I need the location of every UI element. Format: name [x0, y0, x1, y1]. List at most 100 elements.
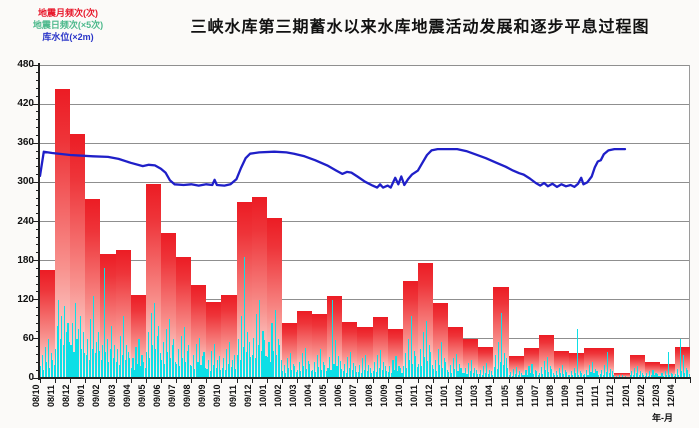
- daily-frequency-bar: [596, 370, 598, 378]
- x-axis-label: 10/09: [378, 384, 389, 407]
- x-axis: [38, 377, 691, 379]
- daily-frequency-bar: [91, 348, 93, 378]
- daily-frequency-bar: [369, 367, 371, 378]
- daily-frequency-bar: [552, 373, 554, 378]
- daily-frequency-bar: [303, 366, 305, 378]
- daily-frequency-bar: [471, 359, 473, 378]
- daily-frequency-bar: [182, 358, 184, 378]
- daily-frequency-bar: [507, 368, 509, 378]
- daily-frequency-bar: [607, 351, 609, 378]
- daily-frequency-bar: [251, 354, 253, 378]
- daily-frequency-bar: [274, 309, 276, 378]
- x-axis-label: 11/11: [590, 385, 601, 407]
- daily-frequency-bar: [464, 368, 467, 378]
- daily-frequency-bar: [224, 370, 226, 378]
- daily-frequency-bar: [279, 345, 281, 378]
- y-axis-tick: [33, 221, 39, 222]
- daily-frequency-bar: [68, 342, 71, 378]
- daily-frequency-bar: [327, 368, 329, 378]
- daily-frequency-bar: [229, 342, 231, 378]
- x-axis-tick: [191, 379, 193, 383]
- x-axis-tick: [523, 379, 525, 383]
- x-axis-label: 09/09: [197, 384, 208, 407]
- daily-frequency-bar: [551, 368, 553, 378]
- gridline: [40, 142, 690, 144]
- daily-frequency-bar: [650, 374, 652, 378]
- daily-frequency-bar: [496, 368, 498, 378]
- daily-frequency-bar: [599, 374, 601, 378]
- daily-frequency-bar: [549, 366, 551, 378]
- daily-frequency-bar: [90, 319, 92, 378]
- daily-frequency-bar: [575, 373, 577, 378]
- y-axis-tick: [36, 72, 39, 74]
- daily-frequency-bar: [121, 355, 123, 378]
- monthly-frequency-bar: [160, 233, 177, 378]
- daily-frequency-bar: [656, 374, 659, 378]
- daily-frequency-bar: [197, 361, 199, 378]
- monthly-frequency-bar: [40, 270, 56, 378]
- x-axis-label: 10/02: [272, 384, 283, 407]
- daily-frequency-bar: [268, 342, 270, 378]
- daily-frequency-bar: [230, 366, 232, 378]
- daily-frequency-bar: [336, 366, 338, 378]
- daily-frequency-bar: [484, 372, 486, 378]
- daily-frequency-bar: [94, 353, 96, 378]
- y-axis-label: 360: [17, 137, 34, 149]
- y-axis-tick: [36, 87, 39, 89]
- y-axis-tick: [36, 252, 39, 254]
- daily-frequency-bar: [198, 337, 201, 378]
- daily-frequency-bar: [192, 355, 194, 378]
- daily-frequency-bar: [380, 349, 382, 378]
- monthly-frequency-bar: [206, 301, 222, 378]
- x-axis-label: 11/06: [514, 384, 525, 407]
- daily-frequency-bar: [149, 358, 151, 378]
- daily-frequency-bar: [375, 372, 377, 378]
- daily-frequency-bar: [611, 370, 613, 378]
- daily-frequency-bar: [147, 332, 149, 378]
- daily-frequency-bar: [212, 364, 214, 378]
- y-axis-tick: [36, 119, 39, 121]
- daily-frequency-bar: [402, 366, 405, 378]
- daily-frequency-bar: [120, 335, 122, 378]
- daily-frequency-bar: [652, 369, 654, 378]
- daily-frequency-bar: [81, 348, 83, 378]
- daily-frequency-bar: [558, 367, 560, 378]
- daily-frequency-bar: [519, 371, 521, 378]
- daily-frequency-bar: [526, 375, 529, 378]
- x-axis-tick: [70, 379, 72, 383]
- daily-frequency-bar: [77, 329, 80, 378]
- x-axis-tick: [614, 379, 616, 383]
- daily-frequency-bar: [505, 358, 507, 378]
- daily-frequency-bar: [442, 367, 444, 378]
- daily-frequency-bar: [480, 370, 482, 378]
- x-axis-label: 08/10: [31, 384, 41, 407]
- daily-frequency-bar: [613, 374, 615, 378]
- y-axis-tick: [36, 158, 39, 160]
- daily-frequency-bar: [354, 366, 356, 378]
- daily-frequency-bar: [127, 351, 129, 378]
- daily-frequency-bar: [436, 370, 438, 378]
- daily-frequency-bar: [56, 325, 58, 378]
- daily-frequency-bar: [378, 367, 380, 378]
- daily-frequency-bar: [41, 355, 43, 378]
- daily-frequency-bar: [162, 342, 164, 378]
- daily-frequency-bar: [365, 354, 367, 378]
- x-axis-label: 11/10: [575, 384, 586, 407]
- daily-frequency-bar: [155, 348, 157, 378]
- daily-frequency-bar: [398, 365, 400, 378]
- daily-frequency-bar: [266, 357, 269, 378]
- daily-frequency-bar: [381, 369, 383, 378]
- x-axis-label: 09/06: [151, 384, 162, 407]
- daily-frequency-bar: [619, 375, 621, 378]
- x-axis-label: 09/08: [182, 384, 193, 407]
- daily-frequency-bar: [285, 372, 287, 378]
- y-axis-label: 300: [17, 176, 34, 188]
- daily-frequency-bar: [289, 353, 291, 378]
- daily-frequency-bar: [504, 353, 506, 378]
- daily-frequency-bar: [641, 372, 643, 378]
- y-axis-label: 0: [28, 372, 34, 383]
- daily-frequency-bar: [40, 366, 42, 378]
- daily-frequency-bar: [283, 364, 285, 378]
- y-axis: [38, 63, 40, 380]
- daily-frequency-bar: [307, 361, 309, 378]
